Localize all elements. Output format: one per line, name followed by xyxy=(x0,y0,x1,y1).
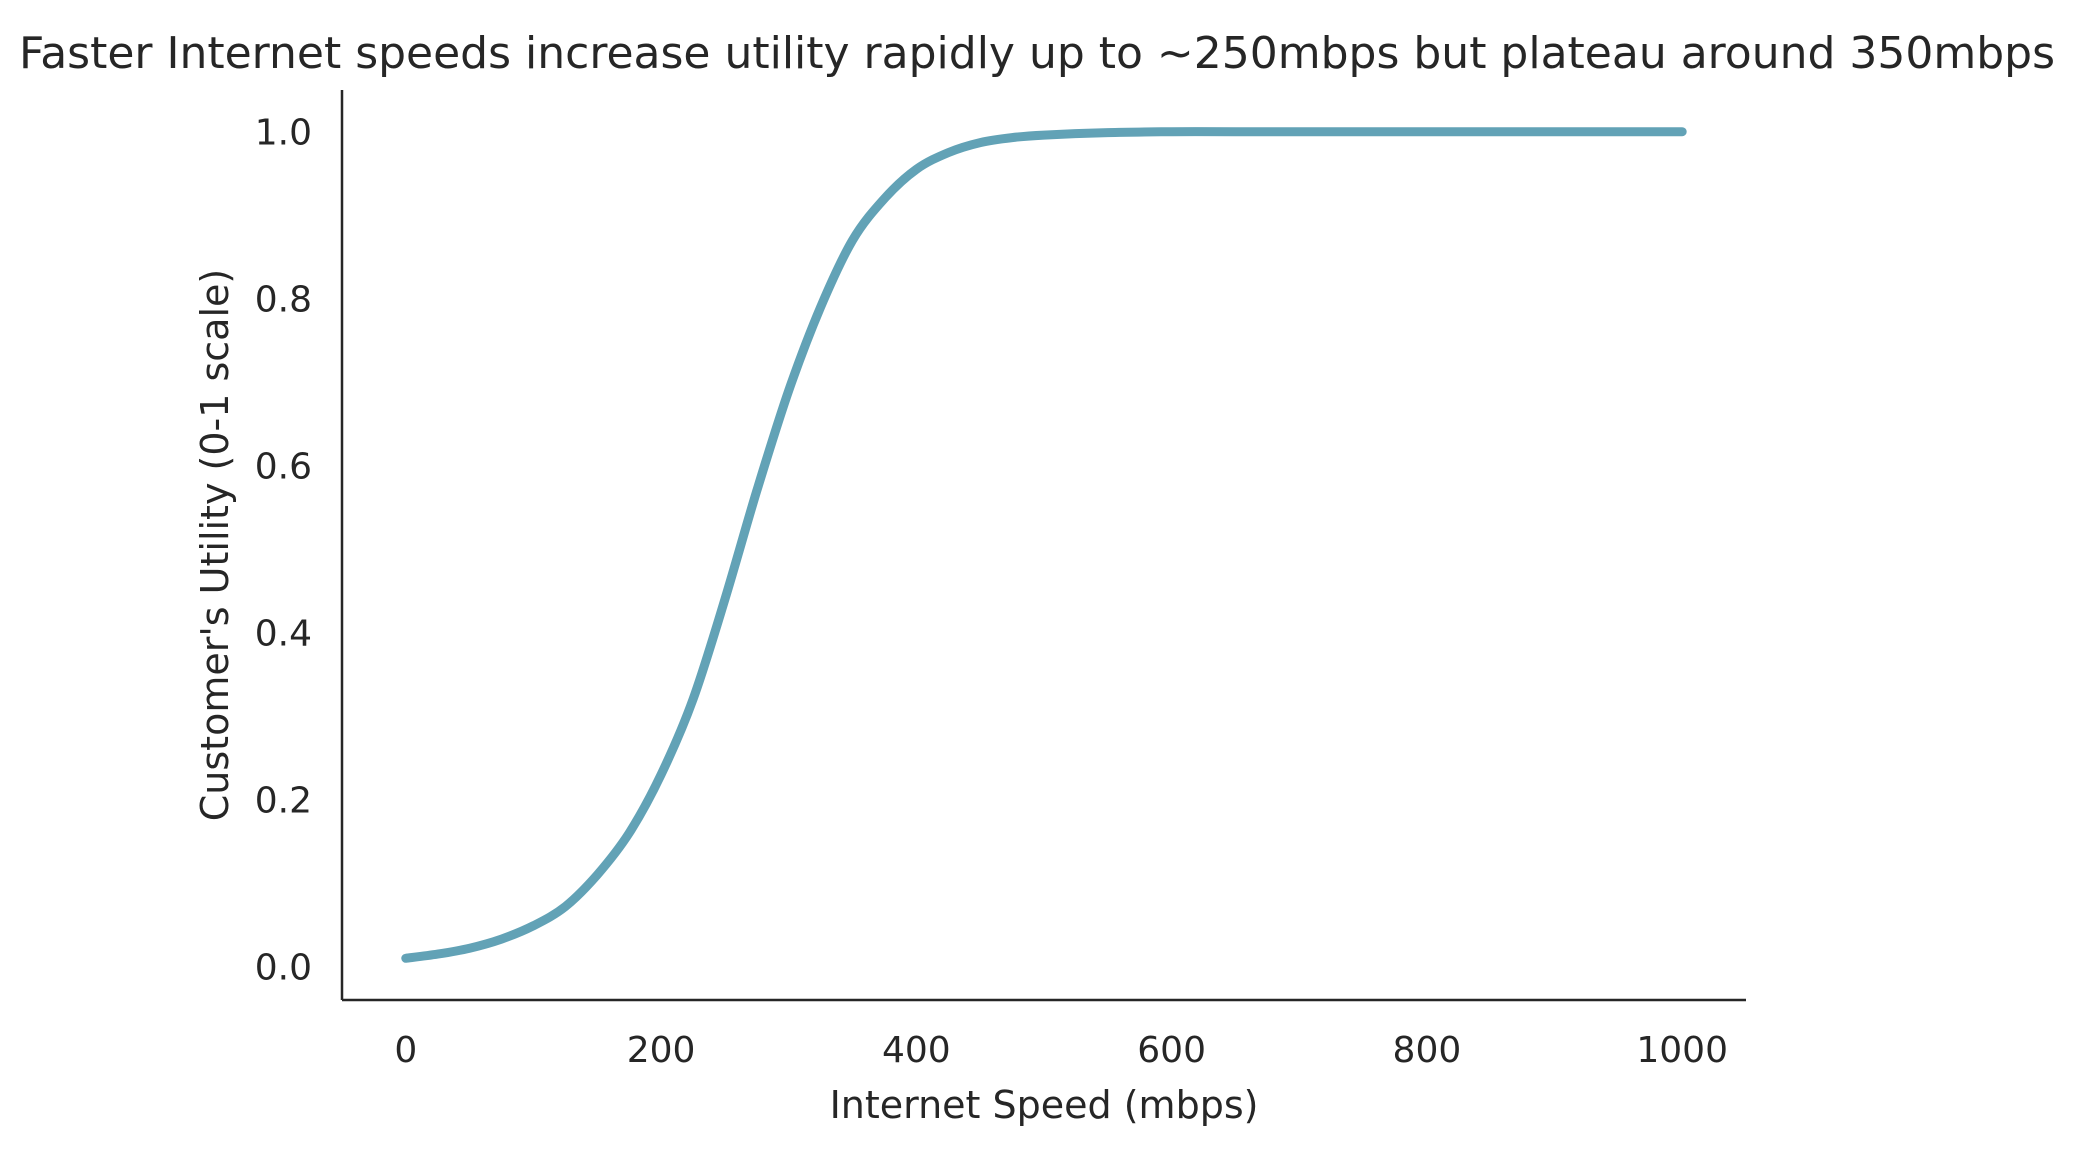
y-axis-label: Customer's Utility (0-1 scale) xyxy=(193,269,237,821)
x-tick-labels: 0 200 400 600 800 1000 xyxy=(394,1030,1728,1071)
chart-title: Faster Internet speeds increase utility … xyxy=(19,28,2055,79)
x-tick-label: 400 xyxy=(882,1030,951,1071)
x-tick-label: 200 xyxy=(627,1030,696,1071)
y-tick-label: 0.4 xyxy=(255,614,312,655)
x-tick-label: 1000 xyxy=(1636,1030,1728,1071)
x-tick-label: 0 xyxy=(394,1030,417,1071)
y-tick-label: 1.0 xyxy=(255,113,312,154)
y-tick-label: 0.8 xyxy=(255,280,312,321)
y-tick-labels: 0.0 0.2 0.4 0.6 0.8 1.0 xyxy=(255,113,312,989)
utility-curve-line xyxy=(401,127,1687,963)
x-axis-label: Internet Speed (mbps) xyxy=(830,1083,1259,1127)
y-tick-label: 0.2 xyxy=(255,781,312,822)
series-layer xyxy=(401,127,1687,963)
x-tick-label: 600 xyxy=(1137,1030,1206,1071)
x-tick-label: 800 xyxy=(1393,1030,1462,1071)
y-tick-label: 0.0 xyxy=(255,948,312,989)
y-tick-label: 0.6 xyxy=(255,447,312,488)
